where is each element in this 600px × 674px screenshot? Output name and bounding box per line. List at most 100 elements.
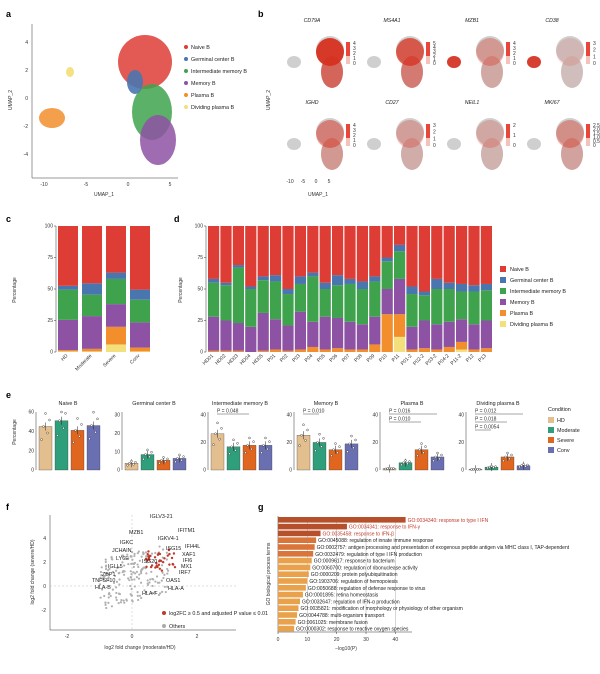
f-point-other xyxy=(114,586,118,589)
f-point-sig xyxy=(153,556,157,559)
x-tick-label: P08 xyxy=(353,353,364,364)
panel-label-c: c xyxy=(6,214,11,224)
scale-bar-low xyxy=(346,56,350,64)
f-point-other xyxy=(103,594,106,598)
e-data-point xyxy=(476,468,479,471)
e-data-point xyxy=(48,418,51,422)
bar-segment xyxy=(332,348,344,352)
f-point-sig xyxy=(173,565,177,569)
feature-cluster xyxy=(476,118,504,146)
bar-segment xyxy=(344,278,356,284)
feature-x-ticks: -10 -5 0 5 xyxy=(286,179,330,185)
bar-segment xyxy=(220,226,232,283)
bar-segment xyxy=(369,226,381,277)
umap-legend-label: Plasma B xyxy=(191,93,214,99)
x-tick-label: P01-2 xyxy=(400,353,414,367)
feature-color-scale: 2 1 0 xyxy=(506,123,516,149)
f-point-sig xyxy=(166,554,169,557)
e-legend-label: Severe xyxy=(557,438,574,444)
f-point-other xyxy=(150,552,154,555)
feature-x-tick: 0 xyxy=(315,179,318,185)
bar-segment xyxy=(356,349,368,352)
x-tick-label: HD xyxy=(60,353,70,363)
d-legend-label: Naive B xyxy=(510,267,529,273)
e-data-point xyxy=(510,453,513,457)
umap-y-tick: -2 xyxy=(24,124,29,130)
f-point-other xyxy=(126,553,129,556)
feature-expression xyxy=(316,120,344,148)
y-tick-label: 75 xyxy=(47,255,53,261)
f-point-other xyxy=(132,562,136,566)
e-data-point xyxy=(44,412,47,415)
e-data-point xyxy=(384,467,387,471)
f-gene-label: ISG15 xyxy=(166,546,181,552)
e-data-point xyxy=(488,465,491,469)
x-tick-label: Conv xyxy=(129,353,142,366)
f-point-other xyxy=(112,581,116,584)
scale-tick: 1.5 xyxy=(593,131,600,137)
e-data-point xyxy=(40,438,43,441)
umap-legend-label: Memory B xyxy=(191,81,216,87)
y-tick-label: 0 xyxy=(50,350,53,356)
scale-bar-low xyxy=(506,56,510,64)
f-point-other xyxy=(163,573,166,576)
y-tick-label: 50 xyxy=(197,287,203,293)
umap-x-tick: 5 xyxy=(169,182,172,188)
f-point-other xyxy=(127,557,130,560)
f-point-other xyxy=(162,576,165,580)
feature-cluster xyxy=(396,118,424,146)
e-data-point xyxy=(522,463,525,466)
f-y-tick: 4 xyxy=(43,536,46,542)
go-bar xyxy=(278,551,314,557)
f-point-other xyxy=(127,577,130,580)
f-point-other xyxy=(115,569,118,572)
gene-name: MS4A1 xyxy=(383,18,400,24)
bar-segment xyxy=(130,351,150,352)
e-data-point xyxy=(236,442,239,445)
panel-label-e: e xyxy=(6,390,11,400)
e-data-point xyxy=(320,445,323,448)
feature-expression xyxy=(401,56,423,88)
g-x-tick: 40 xyxy=(393,637,399,643)
feature-expression xyxy=(481,138,503,170)
e-data-point xyxy=(492,466,495,469)
f-point-other xyxy=(145,590,148,594)
bar-segment xyxy=(208,282,220,317)
go-enrichment-panel: GO biological process terms −log10(P) 0 1… xyxy=(266,516,570,652)
f-gene-label: HLA-B xyxy=(95,585,111,591)
scale-tick: 5 xyxy=(433,41,436,47)
bar-segment xyxy=(220,320,232,351)
bar-segment xyxy=(232,323,244,351)
e-bar xyxy=(210,433,225,471)
e-data-point xyxy=(418,448,421,451)
bar-segment xyxy=(270,349,282,352)
e-data-point xyxy=(234,449,237,452)
e-data-point xyxy=(132,463,135,466)
feature-plot: MKI67 2.52.01.51.00.50 xyxy=(527,100,600,170)
scale-tick: 2 xyxy=(593,48,596,54)
e-data-point xyxy=(494,465,497,468)
e-data-point xyxy=(232,438,235,442)
f-point-other xyxy=(133,554,136,558)
f-point-other xyxy=(134,572,137,575)
f-point-other xyxy=(155,575,159,578)
bar-segment xyxy=(369,281,381,317)
go-term-label: GO:0002757: antigen processing and prese… xyxy=(317,545,570,551)
scale-tick: 3 xyxy=(353,128,356,134)
bar-segment xyxy=(257,350,269,352)
bar-segment xyxy=(431,278,443,289)
go-bar xyxy=(278,598,300,605)
umap-y-tick: -4 xyxy=(24,152,29,158)
gene-name: CD79A xyxy=(304,18,321,24)
e-data-point xyxy=(96,417,99,421)
d-bars xyxy=(208,226,492,352)
f-point-other xyxy=(158,545,161,548)
x-tick-label: P10 xyxy=(378,353,389,364)
bar-segment xyxy=(369,344,381,352)
y-tick-label: 50 xyxy=(47,287,53,293)
bar-segment xyxy=(130,322,150,348)
bar-segment xyxy=(245,286,257,289)
scale-tick: 2.5 xyxy=(593,123,600,129)
f-gene-label: IGLV3-21 xyxy=(150,514,173,520)
